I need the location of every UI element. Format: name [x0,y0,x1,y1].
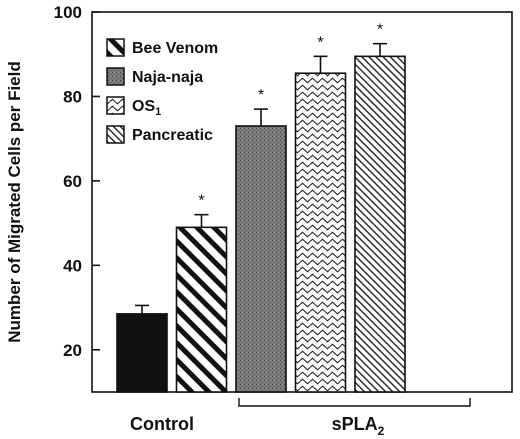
legend-entry: Pancreatic [106,125,213,144]
legend-entry: Naja-naja [106,67,203,86]
significance-marker: * [258,87,264,104]
significance-marker: * [377,22,383,39]
y-tick-label: 40 [63,256,82,275]
significance-marker: * [198,193,204,210]
bars: * * * * [116,22,406,393]
bar-group: * [235,87,287,393]
y-axis-label: Number of Migrated Cells per Field [5,61,24,343]
y-tick-label: 80 [63,87,82,106]
bar [294,72,347,393]
bar-group [116,304,168,393]
group-labels: Control sPLA2 [130,398,471,438]
significance-marker: * [317,34,323,51]
bar-group: * [354,22,406,393]
legend-label: Pancreatic [132,127,213,144]
legend-swatch [106,96,125,115]
y-tick-label: 20 [63,341,82,360]
bar [354,55,406,393]
legend-label: Bee Venom [132,40,218,57]
legend-entry: Bee Venom [106,38,218,57]
bar [235,125,287,393]
legend-label: Naja-naja [132,69,203,86]
spla2-group-label: sPLA2 [332,414,385,438]
y-tick-label: 100 [54,3,82,22]
legend-entry: OS1 [106,96,161,118]
legend: Bee Venom Naja-naja OS1 Pancreatic [106,38,218,144]
bar [116,313,168,393]
legend-swatch [106,38,125,57]
y-tick-label: 60 [63,172,82,191]
bar [175,226,228,393]
legend-swatch [106,67,125,86]
spla2-bracket [238,398,471,407]
legend-swatch [106,125,125,144]
bar-group: * [294,34,347,393]
control-group-label: Control [130,414,194,434]
bar-group: * [175,193,228,393]
legend-label: OS1 [132,98,161,118]
